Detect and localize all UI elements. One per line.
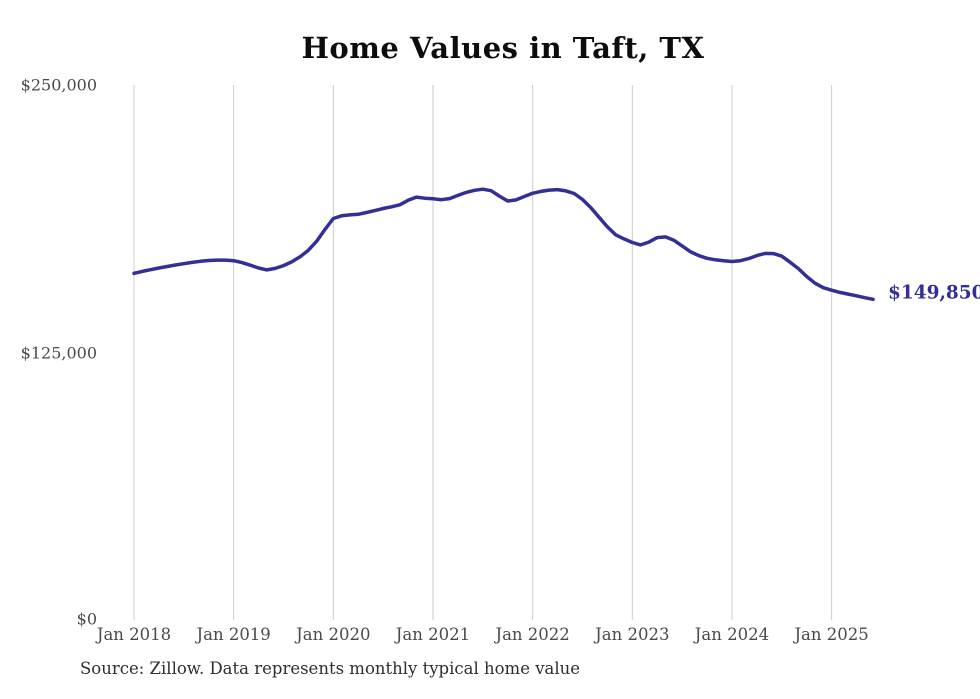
x-axis-tick-jan-2023: Jan 2023 <box>595 625 670 644</box>
home-value-line <box>132 187 875 302</box>
x-axis-tick-jan-2020: Jan 2020 <box>296 625 371 644</box>
x-axis-tick-jan-2018: Jan 2018 <box>96 625 172 644</box>
y-axis-tick-125000: $125,000 <box>20 343 97 363</box>
source-note: Source: Zillow. Data represents monthly … <box>80 659 581 678</box>
x-axis-tick-jan-2019: Jan 2019 <box>196 625 271 644</box>
latest-value-label: $149,850 <box>888 282 980 304</box>
x-axis-tick-jan-2021: Jan 2021 <box>395 625 471 644</box>
chart-title: Home Values in Taft, TX <box>301 31 705 65</box>
x-axis-tick-jan-2022: Jan 2022 <box>495 625 570 644</box>
y-axis-tick-250000: $250,000 <box>20 75 97 95</box>
y-axis-tick-0: $0 <box>76 609 97 629</box>
x-axis-tick-jan-2024: Jan 2024 <box>694 625 770 644</box>
gridlines <box>133 85 833 620</box>
x-axis-tick-jan-2025: Jan 2025 <box>794 625 869 644</box>
